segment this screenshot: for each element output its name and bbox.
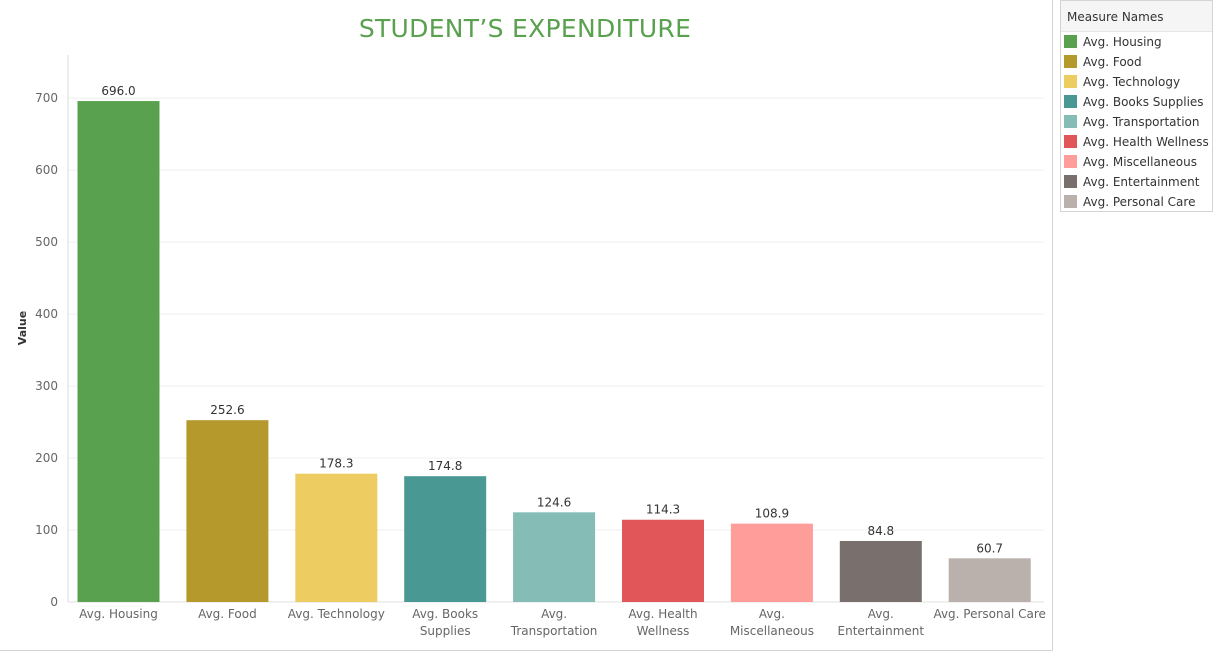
legend-swatch [1064,115,1077,128]
x-tick-label: Avg. Personal Care [933,607,1045,621]
bar-value-label: 84.8 [867,524,894,538]
bar [513,512,596,602]
legend-item[interactable]: Avg. Entertainment [1061,172,1212,192]
bar-value-label: 60.7 [976,541,1003,555]
bar-value-label: 108.9 [755,507,789,521]
bar-value-label: 252.6 [210,403,244,417]
bar-value-label: 178.3 [319,457,353,471]
legend-title: Measure Names [1061,1,1212,32]
x-tick-label: Avg. [868,607,894,621]
bar [404,476,487,602]
x-tick-label: Avg. Food [198,607,257,621]
legend-swatch [1064,155,1077,168]
bar-value-label: 114.3 [646,503,680,517]
legend-item[interactable]: Avg. Books Supplies [1061,92,1212,112]
legend-item[interactable]: Avg. Personal Care [1061,192,1212,212]
legend-label: Avg. Housing [1083,35,1162,49]
bar [77,101,160,602]
legend[interactable]: Measure Names Avg. Housing Avg. Food Avg. … [1060,0,1213,212]
x-tick-label: Transportation [510,624,598,638]
y-tick-label: 100 [35,523,58,537]
bar [730,523,813,602]
x-tick-label: Avg. Books [412,607,478,621]
legend-items: Avg. Housing Avg. Food Avg. Technology Avg.… [1061,32,1212,212]
bar-chart: Value 0 100 200 300 400 500 600 700 696.0 Avg. Hou… [16,55,1046,638]
bar [295,473,378,602]
bar [186,420,269,602]
y-tick-label: 600 [35,163,58,177]
legend-item[interactable]: Avg. Transportation [1061,112,1212,132]
x-tick-label: Avg. [541,607,567,621]
legend-item[interactable]: Avg. Miscellaneous [1061,152,1212,172]
legend-swatch [1064,195,1077,208]
bar [948,558,1031,602]
legend-swatch [1064,175,1077,188]
legend-swatch [1064,135,1077,148]
y-tick-label: 300 [35,379,58,393]
legend-label: Avg. Personal Care [1083,195,1196,209]
legend-label: Avg. Health Wellness [1083,135,1209,149]
bar-value-label: 174.8 [428,459,462,473]
legend-swatch [1064,95,1077,108]
bar-value-label: 696.0 [101,84,135,98]
x-tick-label: Wellness [637,624,690,638]
legend-swatch [1064,55,1077,68]
legend-item[interactable]: Avg. Health Wellness [1061,132,1212,152]
bar-value-label: 124.6 [537,495,571,509]
legend-swatch [1064,75,1077,88]
legend-item[interactable]: Avg. Food [1061,52,1212,72]
y-tick-label: 400 [35,307,58,321]
legend-label: Avg. Food [1083,55,1142,69]
legend-swatch [1064,35,1077,48]
legend-label: Avg. Miscellaneous [1083,155,1197,169]
y-tick-label: 0 [50,595,58,609]
legend-label: Avg. Entertainment [1083,175,1200,189]
x-tick-label: Entertainment [838,624,925,638]
y-axis-label: Value [16,311,29,345]
y-tick-label: 200 [35,451,58,465]
y-tick-label: 500 [35,235,58,249]
bar [839,540,922,602]
legend-item[interactable]: Avg. Technology [1061,72,1212,92]
x-tick-label: Avg. [759,607,785,621]
y-tick-label: 700 [35,91,58,105]
bar [622,519,704,602]
legend-label: Avg. Books Supplies [1083,95,1204,109]
x-tick-label: Supplies [420,624,471,638]
x-tick-label: Avg. Technology [288,607,385,621]
chart-title: STUDENT’S EXPENDITURE [358,14,692,43]
legend-label: Avg. Transportation [1083,115,1200,129]
x-tick-label: Avg. Housing [79,607,158,621]
chart-panel: STUDENT’S EXPENDITURE Value 0 100 200 300 400… [0,0,1053,651]
x-tick-label: Miscellaneous [730,624,814,638]
legend-item[interactable]: Avg. Housing [1061,32,1212,52]
x-tick-label: Avg. Health [628,607,697,621]
legend-label: Avg. Technology [1083,75,1181,89]
